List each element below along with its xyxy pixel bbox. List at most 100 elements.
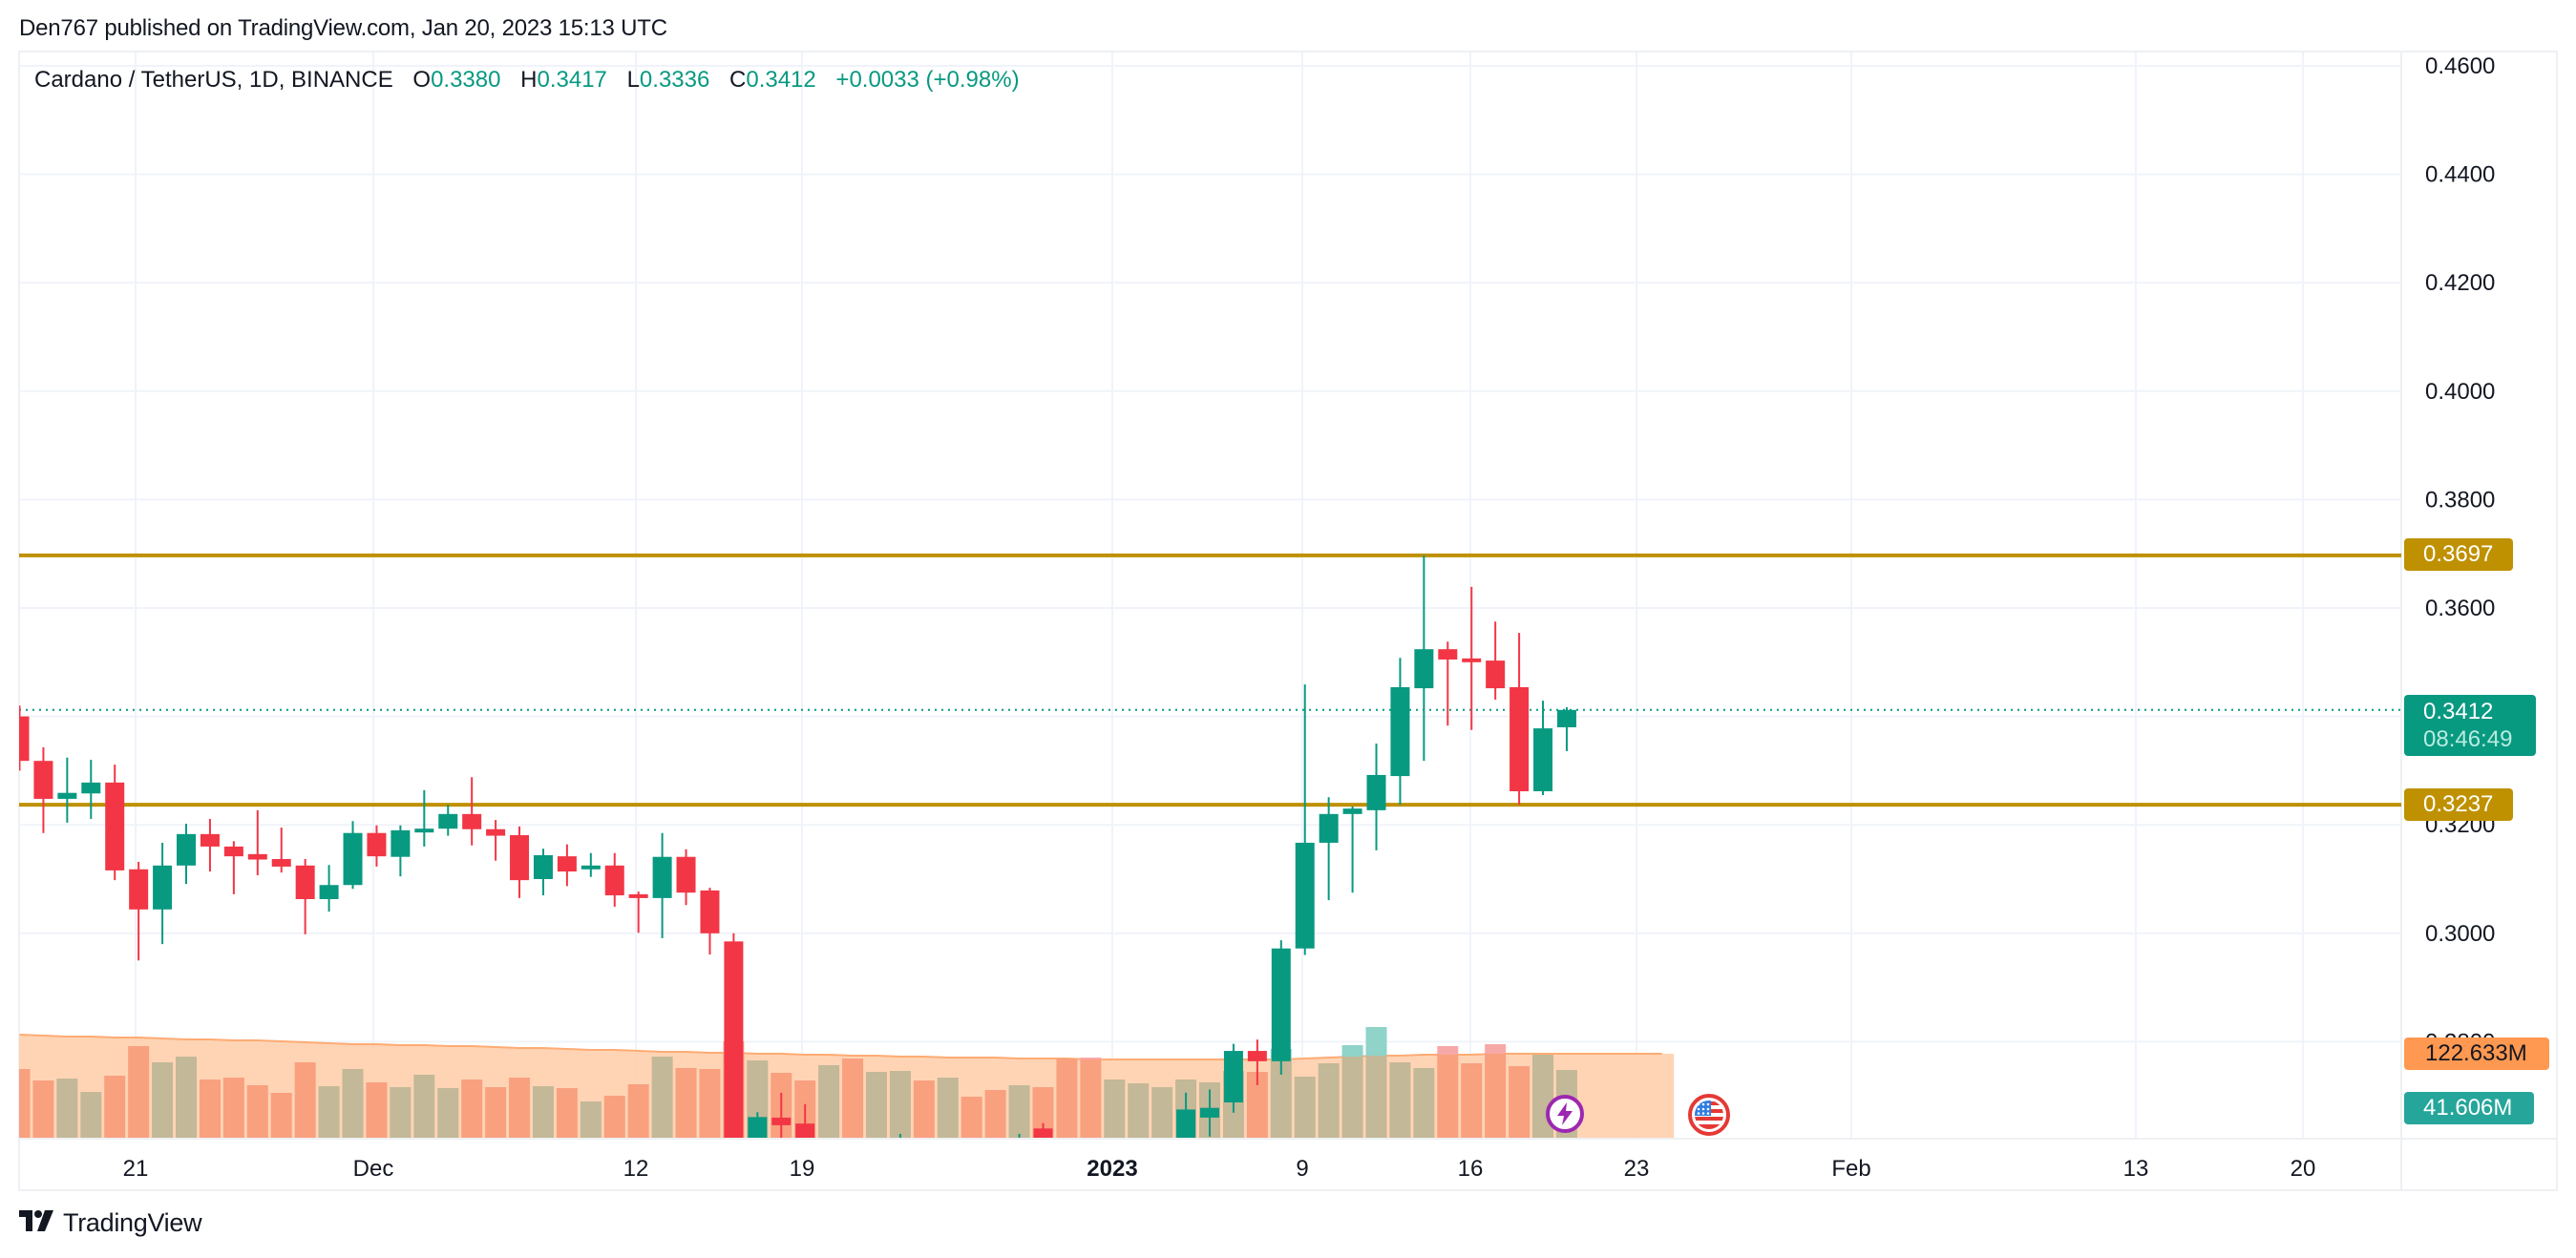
candle-body[interactable] xyxy=(1510,686,1530,791)
candle-body[interactable] xyxy=(177,833,197,866)
candle-body[interactable] xyxy=(1247,1051,1267,1061)
candle-body[interactable] xyxy=(652,856,672,898)
candle-body[interactable] xyxy=(223,846,243,857)
lightning-event-icon[interactable] xyxy=(1546,1095,1584,1133)
candle-body[interactable] xyxy=(295,865,315,900)
tradingview-logo[interactable]: TradingView xyxy=(19,1208,202,1238)
candle-body[interactable] xyxy=(867,1156,886,1172)
volume-ma-tag: 122.633M xyxy=(2404,1038,2549,1070)
candle-body[interactable] xyxy=(700,890,720,933)
volume-bar xyxy=(413,1075,435,1138)
candle-body[interactable] xyxy=(1319,813,1339,843)
low-label: L xyxy=(626,67,640,93)
candle-body[interactable] xyxy=(200,833,220,847)
volume-bar xyxy=(1318,1063,1340,1138)
volume-bar xyxy=(1080,1059,1102,1138)
candle-body[interactable] xyxy=(1105,1205,1124,1227)
volume-bar xyxy=(865,1072,887,1138)
candle-body[interactable] xyxy=(391,829,411,857)
volume-tag: 41.606M xyxy=(2404,1092,2534,1124)
volume-bar xyxy=(1341,1045,1363,1057)
candle-body[interactable] xyxy=(129,869,149,910)
candle-body[interactable] xyxy=(1081,1193,1100,1226)
candle-body[interactable] xyxy=(510,834,530,881)
candle-body[interactable] xyxy=(939,1156,958,1162)
candle-body[interactable] xyxy=(81,782,101,794)
volume-bar xyxy=(270,1093,292,1138)
candle-body[interactable] xyxy=(1271,948,1291,1061)
candle-body[interactable] xyxy=(486,828,506,836)
candle-body[interactable] xyxy=(57,792,77,799)
candle-body[interactable] xyxy=(628,893,648,898)
candle-body[interactable] xyxy=(1152,1161,1172,1193)
candle-body[interactable] xyxy=(1486,660,1506,689)
candle-body[interactable] xyxy=(105,782,125,870)
candle-body[interactable] xyxy=(557,856,577,872)
volume-bar xyxy=(19,1069,31,1138)
candle-body[interactable] xyxy=(1223,1051,1243,1103)
volume-bar xyxy=(294,1062,316,1138)
candle-body[interactable] xyxy=(1366,774,1386,810)
candle-body[interactable] xyxy=(1438,649,1458,660)
candle-body[interactable] xyxy=(771,1117,792,1125)
volume-bar xyxy=(1365,1027,1387,1056)
candle-body[interactable] xyxy=(891,1150,910,1156)
close-value: 0.3412 xyxy=(746,67,816,93)
candle-body[interactable] xyxy=(414,828,434,833)
candle-body[interactable] xyxy=(1556,709,1576,727)
candle-body[interactable] xyxy=(462,813,482,829)
candle-body[interactable] xyxy=(986,1161,1005,1183)
volume-bar xyxy=(222,1078,244,1138)
time-tick-label: 16 xyxy=(1458,1156,1484,1182)
volume-bar xyxy=(1437,1046,1459,1055)
candle-body[interactable] xyxy=(1010,1140,1029,1183)
candle-body[interactable] xyxy=(1176,1109,1196,1150)
candle-body[interactable] xyxy=(724,941,744,1139)
candle-body[interactable] xyxy=(271,858,291,867)
candle-body[interactable] xyxy=(438,813,458,829)
candle-body[interactable] xyxy=(1533,728,1553,791)
symbol-title[interactable]: Cardano / TetherUS, 1D, BINANCE xyxy=(34,67,393,93)
candle-body[interactable] xyxy=(319,885,339,900)
candle-body[interactable] xyxy=(819,1150,838,1161)
candle-body[interactable] xyxy=(247,853,267,860)
time-tick-label: 21 xyxy=(123,1156,149,1182)
candle-body[interactable] xyxy=(843,1150,862,1172)
volume-bar xyxy=(984,1090,1006,1138)
high-label: H xyxy=(520,67,538,93)
candle-body[interactable] xyxy=(1342,808,1362,814)
candle-body[interactable] xyxy=(1057,1150,1076,1193)
us-flag-event-icon[interactable] xyxy=(1688,1094,1730,1136)
candle-body[interactable] xyxy=(1033,1128,1053,1150)
candle-body[interactable] xyxy=(581,865,601,870)
price-tick-label: 0.4200 xyxy=(2425,270,2495,296)
candle-body[interactable] xyxy=(11,716,30,762)
candle-body[interactable] xyxy=(604,865,624,896)
candle-body[interactable] xyxy=(1295,842,1315,949)
candle-body[interactable] xyxy=(33,761,53,799)
candle-body[interactable] xyxy=(962,1156,982,1162)
plot-area[interactable] xyxy=(8,553,2401,1237)
candle-body[interactable] xyxy=(1414,649,1434,689)
candle-body[interactable] xyxy=(1200,1107,1219,1118)
candle-body[interactable] xyxy=(748,1117,768,1139)
candle-body[interactable] xyxy=(676,856,696,893)
candle-body[interactable] xyxy=(153,865,173,910)
time-tick-label: 13 xyxy=(2123,1156,2149,1182)
time-tick-label: 2023 xyxy=(1087,1156,1137,1182)
candle-body[interactable] xyxy=(343,832,363,886)
candle-body[interactable] xyxy=(533,855,553,879)
volume-bar xyxy=(485,1087,507,1138)
candle-body[interactable] xyxy=(1129,1193,1148,1204)
volume-bar xyxy=(1128,1083,1150,1138)
volume-bar xyxy=(556,1088,578,1138)
candle-body[interactable] xyxy=(1390,686,1410,777)
candle-body[interactable] xyxy=(1462,658,1482,662)
volume-bar xyxy=(1151,1087,1173,1138)
volume-bar xyxy=(1056,1059,1078,1138)
candle-body[interactable] xyxy=(915,1150,934,1161)
volume-bar xyxy=(56,1079,78,1138)
candle-body[interactable] xyxy=(367,832,387,857)
candle-body[interactable] xyxy=(795,1123,815,1161)
